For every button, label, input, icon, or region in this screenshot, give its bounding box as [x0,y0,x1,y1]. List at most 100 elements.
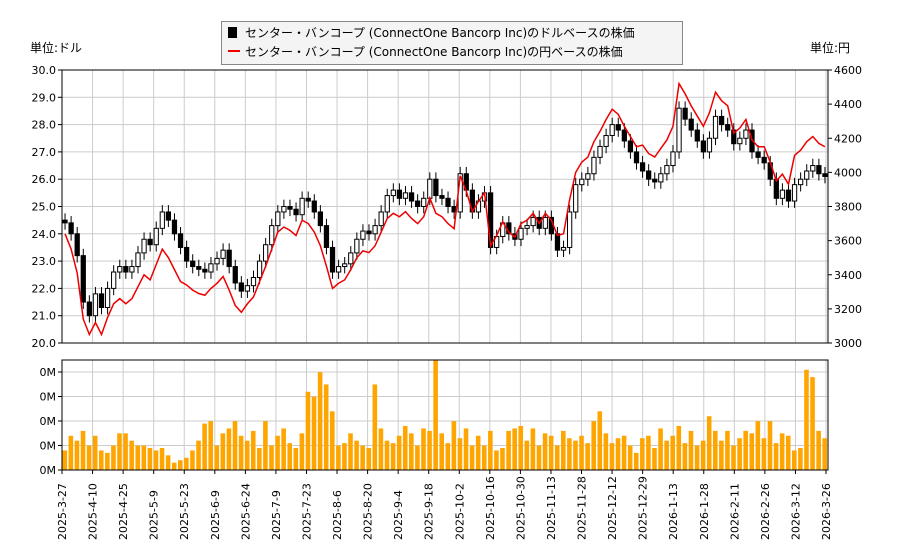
volume-bar [384,440,390,470]
candle-body [737,137,743,145]
x-tick-label: 2025-4-25 [117,483,130,540]
jpy-price-line [64,81,826,337]
candle-body [208,263,214,273]
volume-bar [500,448,505,470]
legend-label-jpy: センター・バンコープ (ConnectOne Bancorp Inc)の円ベース… [245,45,623,59]
volume-bar [633,452,639,470]
candle-body [785,189,792,202]
volume-bar [92,435,98,470]
x-tick-label: 2025-7-9 [270,490,283,540]
volume-bar [80,430,86,470]
volume-bar [378,428,384,470]
volume-bar [798,448,803,470]
legend-item-jpy: センター・バンコープ (ConnectOne Bancorp Inc)の円ベース… [228,43,623,61]
volume-bar [342,443,347,470]
volume-bar [591,421,596,470]
y-left-tick-label: 21.0 [32,310,57,323]
volume-bar [111,445,116,470]
volume-bar [682,443,688,470]
candle-body [183,246,190,262]
x-tick-label: 2025-6-24 [239,483,252,540]
candle-body [421,197,427,207]
x-tick-label: 2025-12-12 [606,476,619,540]
x-tick-label: 2025-12-29 [637,476,650,540]
volume-bar [518,426,524,470]
y-right-tick-label: 4200 [834,132,862,145]
candle-body [129,266,135,273]
volume-bar [804,369,809,470]
y-left-tick-label: 27.0 [32,146,57,159]
volume-bar [287,443,293,470]
candle-body [159,211,165,229]
y-right-tick-label: 3400 [834,269,862,282]
volume-bar [700,440,706,470]
candle-body [712,115,719,139]
candle-body [214,257,220,265]
candle-body [694,129,700,142]
volume-bar [506,430,511,470]
candle-body [718,115,725,126]
volume-bar [706,416,712,470]
y-right-tick-label: 4600 [834,64,862,77]
volume-bar [372,384,378,470]
candle-body [676,107,682,153]
candle-body [153,227,159,246]
volume-bar [567,438,572,470]
x-tick-label: 2025-4-10 [87,483,100,540]
volume-bar [281,428,286,470]
candle-body [238,282,244,292]
volume-bar [792,450,797,470]
volume-y-tick-label: 0M [40,440,57,453]
candle-body [816,165,822,175]
candle-body [743,129,749,139]
candle-body [542,216,548,229]
candle-body [646,170,652,180]
candle-body [779,189,786,199]
volume-bar [664,440,669,470]
volume-bar [135,445,141,470]
volume-bar [129,440,134,470]
y-right-tick-label: 3600 [834,235,862,248]
candle-body [323,225,330,248]
candle-body [603,135,609,147]
volume-bar [761,438,767,470]
candle-body [670,151,676,167]
volume-bar [244,440,250,470]
volume-bar [676,426,682,470]
volume-bar [548,435,554,470]
candle-body [232,266,238,284]
volume-bar [202,423,207,470]
volume-bar [469,445,475,470]
price-plot-frame [61,69,829,344]
volume-bar [542,433,548,470]
volume-bar [220,433,226,470]
candle-body [62,219,68,224]
x-tick-label: 2025-9-18 [423,483,436,540]
volume-bar [785,435,791,470]
candle-body [810,165,816,172]
x-tick-label: 2026-1-13 [667,483,680,540]
volume-bar [810,377,815,470]
legend-item-usd: センター・バンコープ (ConnectOne Bancorp Inc)のドルベー… [228,24,635,42]
volume-bar [238,435,244,470]
candle-body [123,266,129,273]
volume-bar [421,428,426,470]
volume-bar [62,450,68,470]
candle-body [615,124,621,131]
volume-bar [329,411,335,470]
volume-bar [658,428,663,470]
volume-bar [554,445,560,470]
volume-bar [153,450,159,470]
volume-bar [743,430,748,470]
volume-bar [585,443,590,470]
volume-bar [731,445,736,470]
volume-bar [561,430,566,470]
left-axis-unit: 単位:ドル [30,41,83,55]
candle-body [609,124,615,137]
candle-body [439,195,445,199]
volume-bar [488,430,493,470]
legend-label-usd: センター・バンコープ (ConnectOne Bancorp Inc)のドルベー… [245,26,635,40]
candle-body [591,156,597,175]
volume-bar [688,430,694,470]
x-tick-label: 2025-10-2 [453,483,466,540]
